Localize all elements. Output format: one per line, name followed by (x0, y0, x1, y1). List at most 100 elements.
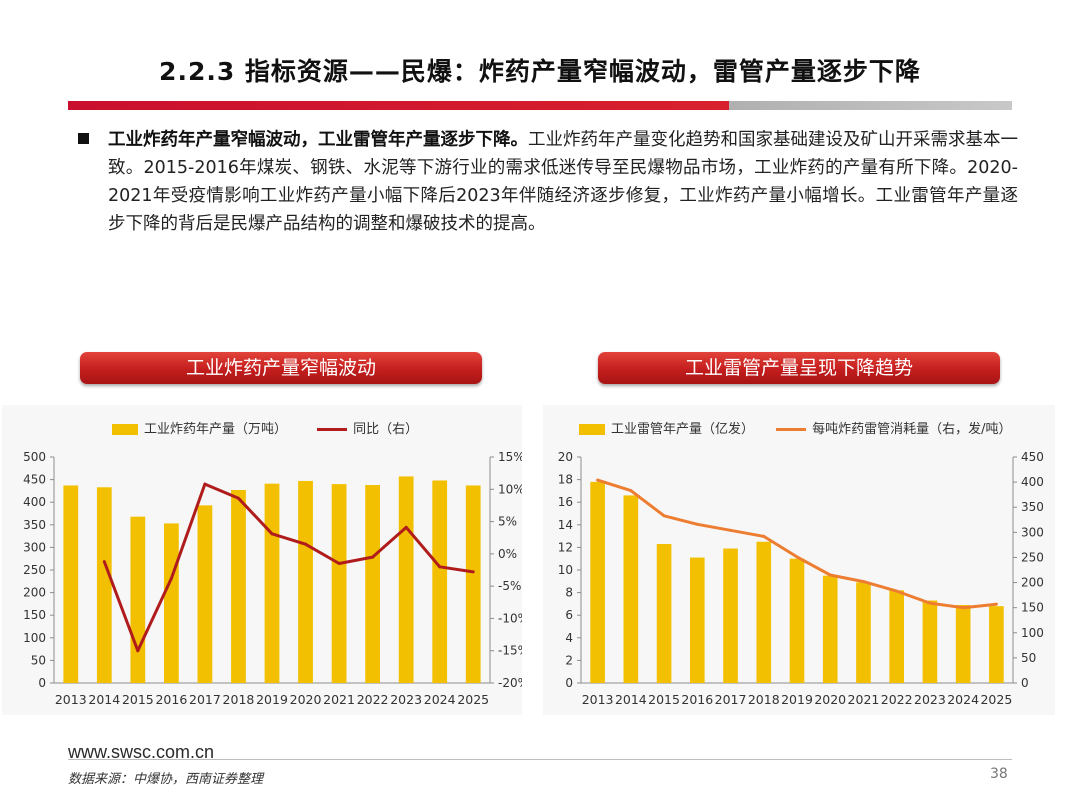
x-tick-label: 2025 (457, 692, 489, 707)
page-number: 38 (990, 766, 1008, 782)
bar (689, 557, 705, 683)
x-tick-label: 2018 (223, 692, 255, 707)
legend-label: 工业炸药年产量（万吨） (144, 422, 288, 437)
summary-bullet: 工业炸药年产量窄幅波动，工业雷管年产量逐步下降。工业炸药年产量变化趋势和国家基础… (78, 126, 1018, 238)
y-tick-label-right: 150 (1021, 601, 1044, 615)
legend-item-detonator-output: 工业雷管年产量（亿发） (579, 418, 754, 437)
y-tick-label-right: 400 (1021, 475, 1044, 489)
bar (822, 575, 838, 683)
explosives-chart-panel: 工业炸药年产量（万吨） 同比（右） 0 50 100 150 200 250 300 350 4… (2, 405, 522, 715)
footer-website: www.swsc.com.cn (68, 742, 215, 762)
x-tick-label: 2017 (189, 692, 221, 707)
line-point (729, 528, 733, 532)
x-tick-label: 2022 (881, 692, 913, 707)
line-point (662, 514, 666, 518)
legend-item-explosive-output: 工业炸药年产量（万吨） (112, 418, 287, 437)
y-tick-label-left: 20 (558, 450, 573, 464)
y-tick-label-left: 10 (558, 563, 573, 577)
bar (197, 505, 213, 683)
bar (331, 484, 347, 683)
y-tick-label-left: 14 (558, 518, 573, 532)
line-point (895, 589, 899, 593)
line-point (371, 555, 375, 559)
line-point (438, 565, 442, 569)
y-tick-label-right: 250 (1021, 550, 1044, 564)
explosives-legend: 工业炸药年产量（万吨） 同比（右） (112, 418, 444, 437)
bar (889, 590, 905, 683)
line-point (304, 542, 308, 546)
y-tick-label-right: 300 (1021, 525, 1044, 539)
x-tick-label: 2016 (681, 692, 713, 707)
line-point (471, 570, 475, 574)
y-tick-label-left: 450 (23, 473, 46, 487)
chart-title-explosives: 工业炸药产量窄幅波动 (80, 352, 482, 384)
x-tick-label: 2020 (290, 692, 322, 707)
x-tick-label: 2013 (582, 692, 614, 707)
line-point (102, 560, 106, 564)
y-tick-label-right: 0 (1021, 676, 1029, 690)
line-point (236, 496, 240, 500)
y-tick-label-left: 150 (23, 608, 46, 622)
x-tick-label: 2014 (615, 692, 647, 707)
bar (164, 523, 179, 683)
y-tick-label-left: 16 (558, 495, 573, 509)
line-point (270, 532, 274, 536)
legend-label: 同比（右） (353, 422, 419, 437)
bullet-lead: 工业炸药年产量窄幅波动，工业雷管年产量逐步下降。 (108, 130, 528, 150)
x-tick-label: 2025 (980, 692, 1012, 707)
x-tick-label: 2013 (55, 692, 87, 707)
line-point (629, 489, 633, 493)
x-tick-label: 2017 (715, 692, 747, 707)
bar (590, 481, 605, 683)
x-tick-label: 2016 (155, 692, 187, 707)
y-tick-label-right: 0% (498, 547, 517, 561)
line-point (404, 525, 408, 529)
detonators-legend: 工业雷管年产量（亿发） 每吨炸药雷管消耗量（右，发/吨） (579, 418, 1038, 437)
x-tick-label: 2023 (390, 692, 422, 707)
bar (623, 495, 639, 683)
y-tick-label-left: 500 (23, 450, 46, 464)
y-tick-label-left: 400 (23, 495, 46, 509)
y-tick-label-right: 15% (498, 450, 522, 464)
bullet-body: 工业炸药年产量变化趋势和国家基础建设及矿山开采需求基本一致。2015-2016年… (108, 130, 1018, 234)
y-tick-label-left: 18 (558, 473, 573, 487)
bar (264, 483, 280, 683)
y-tick-label-left: 6 (565, 608, 573, 622)
bar (922, 600, 938, 683)
bar (398, 476, 414, 683)
y-tick-label-left: 300 (23, 540, 46, 554)
x-tick-label: 2022 (357, 692, 389, 707)
y-tick-label-right: -10% (498, 611, 522, 625)
bar (365, 485, 380, 683)
y-tick-label-left: 12 (558, 540, 573, 554)
bar (756, 541, 772, 683)
bar (789, 558, 805, 683)
line-point (695, 522, 699, 526)
y-tick-label-left: 250 (23, 563, 46, 577)
x-tick-label: 2020 (814, 692, 846, 707)
y-tick-label-right: -20% (498, 676, 522, 690)
bar (63, 485, 79, 683)
y-tick-label-left: 0 (38, 676, 46, 690)
line-point (596, 478, 600, 482)
y-tick-label-right: 10% (498, 482, 522, 496)
line-point (337, 562, 341, 566)
line-point (203, 482, 207, 486)
legend-bar-swatch (579, 424, 605, 435)
data-source-note: 数据来源：中爆协，西南证券整理 (68, 772, 264, 787)
y-tick-label-right: 450 (1021, 450, 1044, 464)
legend-line-swatch (317, 428, 348, 431)
title-divider (68, 101, 1012, 110)
x-tick-label: 2023 (914, 692, 946, 707)
bar (96, 487, 112, 683)
series-line (102, 482, 474, 653)
y-tick-label-left: 2 (565, 653, 573, 667)
x-tick-label: 2019 (781, 692, 813, 707)
legend-label: 工业雷管年产量（亿发） (611, 422, 755, 437)
y-tick-label-left: 4 (565, 631, 573, 645)
bar (656, 544, 672, 683)
y-tick-label-right: 5% (498, 515, 517, 529)
line-point (928, 601, 932, 605)
bar (298, 480, 313, 683)
y-tick-label-right: 350 (1021, 500, 1044, 514)
